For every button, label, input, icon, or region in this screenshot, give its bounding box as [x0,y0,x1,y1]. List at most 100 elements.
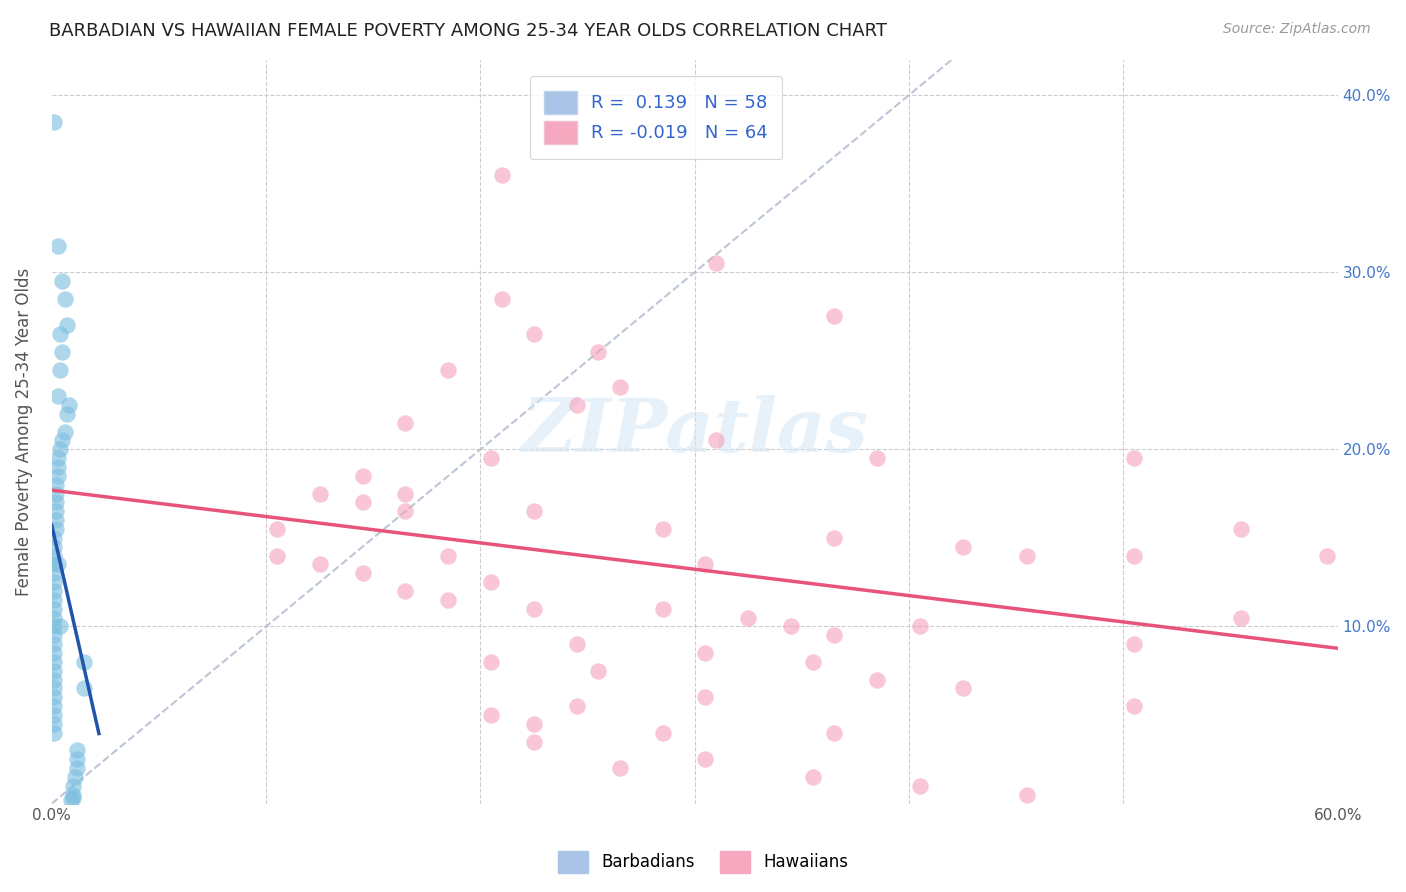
Point [1123,699,1146,714]
Point [609,761,631,775]
Point [823,310,845,324]
Point [42,558,65,572]
Point [908,619,931,633]
Point [42,717,65,731]
Point [737,610,759,624]
Point [42,593,65,607]
Point [42,540,65,554]
Point [62,788,84,802]
Point [523,734,546,748]
Point [823,725,845,739]
Point [1123,637,1146,651]
Point [695,646,717,660]
Point [42,655,65,669]
Point [73,655,96,669]
Point [51,274,73,288]
Point [62,779,84,793]
Point [45,522,67,536]
Point [45,477,67,491]
Point [46,469,69,483]
Point [42,673,65,687]
Point [51,434,73,448]
Point [49,327,72,342]
Point [491,168,513,182]
Point [1123,549,1146,563]
Legend: R =  0.139   N = 58, R = -0.019   N = 64: R = 0.139 N = 58, R = -0.019 N = 64 [530,76,782,159]
Point [1015,788,1038,802]
Point [952,681,974,696]
Point [45,504,67,518]
Point [45,513,67,527]
Text: ZIPatlas: ZIPatlas [522,395,868,468]
Point [42,690,65,705]
Point [1316,549,1339,563]
Point [58,398,80,412]
Point [704,256,727,270]
Point [352,469,374,483]
Point [42,681,65,696]
Point [46,460,69,475]
Point [42,575,65,590]
Point [801,655,824,669]
Point [46,451,69,466]
Point [394,486,416,500]
Point [66,743,89,757]
Point [565,398,588,412]
Point [42,646,65,660]
Point [695,558,717,572]
Point [42,699,65,714]
Point [352,495,374,509]
Point [908,779,931,793]
Point [651,522,673,536]
Point [42,531,65,545]
Point [479,708,502,723]
Legend: Barbadians, Hawaiians: Barbadians, Hawaiians [551,845,855,880]
Point [66,761,89,775]
Point [42,619,65,633]
Point [394,416,416,430]
Point [42,566,65,581]
Point [565,699,588,714]
Point [394,504,416,518]
Point [308,486,330,500]
Point [46,389,69,403]
Point [1230,522,1253,536]
Point [42,708,65,723]
Point [51,344,73,359]
Point [42,628,65,642]
Point [866,673,889,687]
Point [651,601,673,615]
Point [1123,451,1146,466]
Point [437,593,460,607]
Point [55,318,77,333]
Point [53,292,76,306]
Point [55,407,77,421]
Point [479,575,502,590]
Text: BARBADIAN VS HAWAIIAN FEMALE POVERTY AMONG 25-34 YEAR OLDS CORRELATION CHART: BARBADIAN VS HAWAIIAN FEMALE POVERTY AMO… [49,22,887,40]
Point [801,770,824,784]
Point [695,752,717,766]
Point [565,637,588,651]
Point [62,791,84,805]
Point [479,451,502,466]
Point [704,434,727,448]
Point [53,425,76,439]
Point [695,690,717,705]
Point [1230,610,1253,624]
Point [866,451,889,466]
Point [49,442,72,457]
Point [823,531,845,545]
Point [49,362,72,376]
Point [823,628,845,642]
Point [42,549,65,563]
Point [523,717,546,731]
Point [266,549,288,563]
Point [1015,549,1038,563]
Point [266,522,288,536]
Point [308,558,330,572]
Point [523,327,546,342]
Point [42,584,65,599]
Point [609,380,631,394]
Text: Source: ZipAtlas.com: Source: ZipAtlas.com [1223,22,1371,37]
Point [42,664,65,678]
